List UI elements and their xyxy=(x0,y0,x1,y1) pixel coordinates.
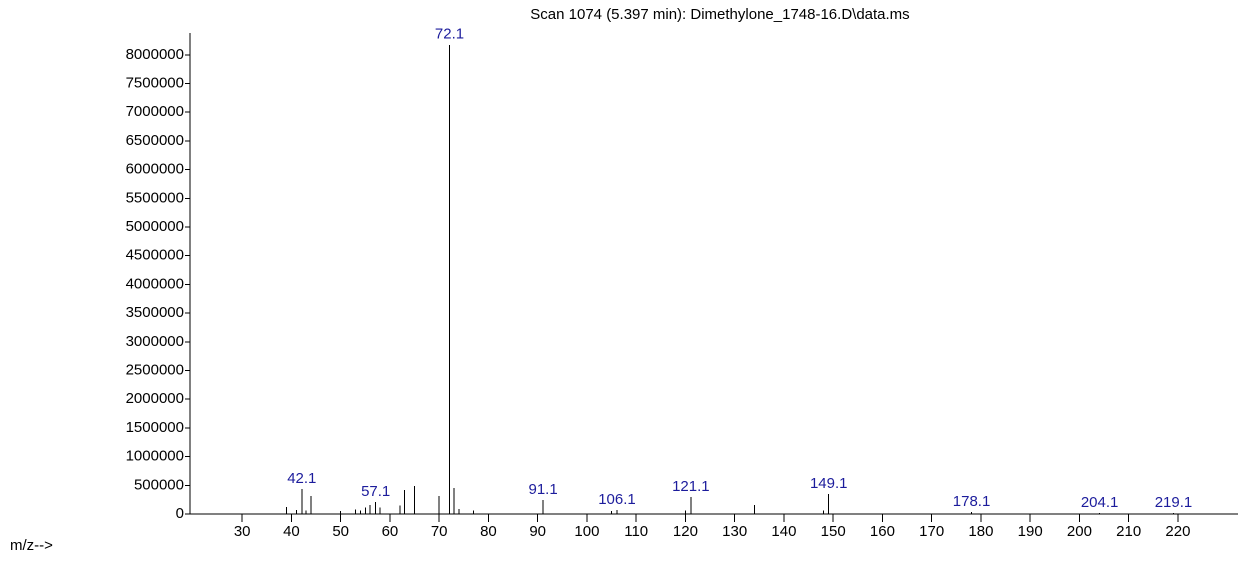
x-tick-label: 40 xyxy=(283,523,300,540)
y-tick-label: 4000000 xyxy=(126,275,184,292)
y-tick-label: 500000 xyxy=(134,476,184,493)
chart-title: Scan 1074 (5.397 min): Dimethylone_1748-… xyxy=(530,6,909,23)
x-tick-label: 50 xyxy=(332,523,349,540)
x-tick-label: 100 xyxy=(574,523,599,540)
y-tick-label: 7000000 xyxy=(126,103,184,120)
y-tick-label: 0 xyxy=(176,505,184,522)
y-tick-label: 5000000 xyxy=(126,218,184,235)
peak-label: 72.1 xyxy=(435,26,464,43)
x-tick-label: 150 xyxy=(821,523,846,540)
peak-label: 106.1 xyxy=(598,491,636,508)
peak-label: 42.1 xyxy=(287,470,316,487)
peak-label: 204.1 xyxy=(1081,494,1119,511)
y-tick-label: 8000000 xyxy=(126,46,184,63)
x-tick-label: 110 xyxy=(624,523,648,540)
x-tick-label: 180 xyxy=(968,523,993,540)
y-tick-label: 7500000 xyxy=(126,74,184,91)
peak-label: 121.1 xyxy=(672,478,710,495)
x-axis-label: m/z--> xyxy=(10,537,53,554)
x-tick-label: 30 xyxy=(234,523,251,540)
x-tick-label: 120 xyxy=(673,523,698,540)
y-tick-label: 1500000 xyxy=(126,419,184,436)
x-tick-label: 90 xyxy=(529,523,546,540)
x-tick-label: 170 xyxy=(919,523,944,540)
x-tick-label: 130 xyxy=(722,523,747,540)
peak-label: 219.1 xyxy=(1155,494,1193,511)
x-tick-label: 160 xyxy=(870,523,895,540)
peak-label: 178.1 xyxy=(953,493,991,510)
y-tick-label: 3500000 xyxy=(126,304,184,321)
x-tick-label: 60 xyxy=(382,523,399,540)
y-tick-label: 6000000 xyxy=(126,161,184,178)
y-tick-label: 1000000 xyxy=(126,448,184,465)
x-tick-label: 200 xyxy=(1067,523,1092,540)
x-tick-label: 140 xyxy=(771,523,796,540)
peak-label: 91.1 xyxy=(529,481,558,498)
y-tick-label: 4500000 xyxy=(126,247,184,264)
x-tick-label: 220 xyxy=(1165,523,1190,540)
x-tick-label: 70 xyxy=(431,523,448,540)
peak-label: 57.1 xyxy=(361,483,390,500)
x-tick-label: 190 xyxy=(1018,523,1043,540)
peak-label: 149.1 xyxy=(810,475,848,492)
y-tick-label: 3000000 xyxy=(126,333,184,350)
x-tick-label: 80 xyxy=(480,523,497,540)
y-tick-label: 2500000 xyxy=(126,361,184,378)
y-tick-label: 5500000 xyxy=(126,189,184,206)
y-tick-label: 6500000 xyxy=(126,132,184,149)
x-tick-label: 210 xyxy=(1116,523,1141,540)
y-tick-label: 2000000 xyxy=(126,390,184,407)
